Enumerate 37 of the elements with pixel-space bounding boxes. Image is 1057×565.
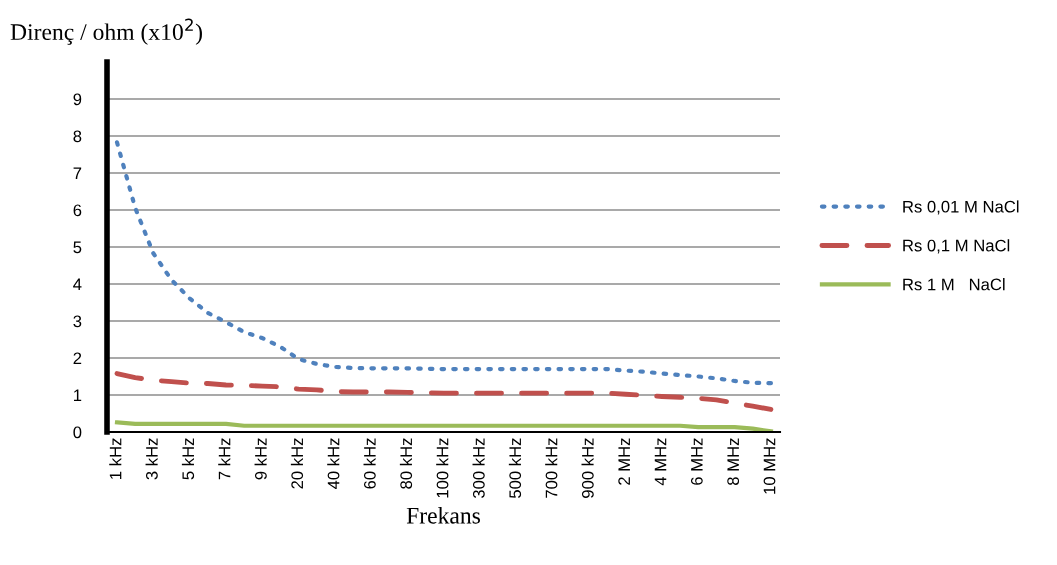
line-series bbox=[114, 371, 774, 412]
y-tick-label: 3 bbox=[73, 315, 82, 328]
x-tick-label: 3 kHz bbox=[145, 438, 158, 480]
y-tick-label: 9 bbox=[73, 93, 82, 106]
y-tick-label: 4 bbox=[73, 278, 82, 291]
legend-label: Rs 0,1 M NaCl bbox=[903, 239, 1010, 254]
y-tick-label: 2 bbox=[73, 352, 82, 365]
x-tick-label: 1 kHz bbox=[109, 438, 122, 479]
legend-label: Rs 1 M NaCl bbox=[903, 278, 1005, 291]
x-tick-label: 4 MHz bbox=[654, 438, 667, 486]
x-tick-label: 100 kHz bbox=[436, 438, 449, 498]
x-tick-label: 300 kHz bbox=[472, 438, 485, 499]
y-axis-title: Direnç / ohm (x10$^{2}$) bbox=[10, 18, 202, 45]
legend-label: Rs 0,01 M NaCl bbox=[903, 200, 1019, 215]
x-tick-label: 6 MHz bbox=[690, 438, 703, 485]
y-tick-label: 0 bbox=[73, 426, 82, 439]
y-tick-label: 1 bbox=[74, 389, 82, 402]
x-tick-label: 2 MHz bbox=[618, 438, 630, 485]
line-series bbox=[114, 420, 774, 432]
x-tick-label: 500 kHz bbox=[508, 438, 522, 499]
x-tick-label: 900 kHz bbox=[581, 438, 594, 498]
x-axis-title: Frekans bbox=[406, 507, 481, 524]
y-tick-label: 6 bbox=[73, 204, 82, 217]
x-tick-label: 10 MHz bbox=[763, 438, 776, 494]
x-tick-label: 700 kHz bbox=[545, 438, 558, 498]
x-tick-label: 5 kHz bbox=[181, 438, 195, 480]
x-tick-label: 20 kHz bbox=[290, 438, 304, 489]
y-tick-label: 8 bbox=[73, 130, 82, 143]
x-tick-label: 8 MHz bbox=[727, 438, 740, 485]
y-tick-label: 7 bbox=[73, 167, 82, 180]
x-tick-label: 40 kHz bbox=[327, 438, 340, 490]
x-tick-label: 7 kHz bbox=[218, 438, 231, 480]
x-tick-label: 60 kHz bbox=[363, 438, 376, 489]
x-tick-label: 9 kHz bbox=[254, 438, 267, 480]
line-series bbox=[114, 140, 774, 386]
x-tick-label: 80 kHz bbox=[399, 438, 413, 489]
y-tick-label: 5 bbox=[73, 241, 82, 254]
